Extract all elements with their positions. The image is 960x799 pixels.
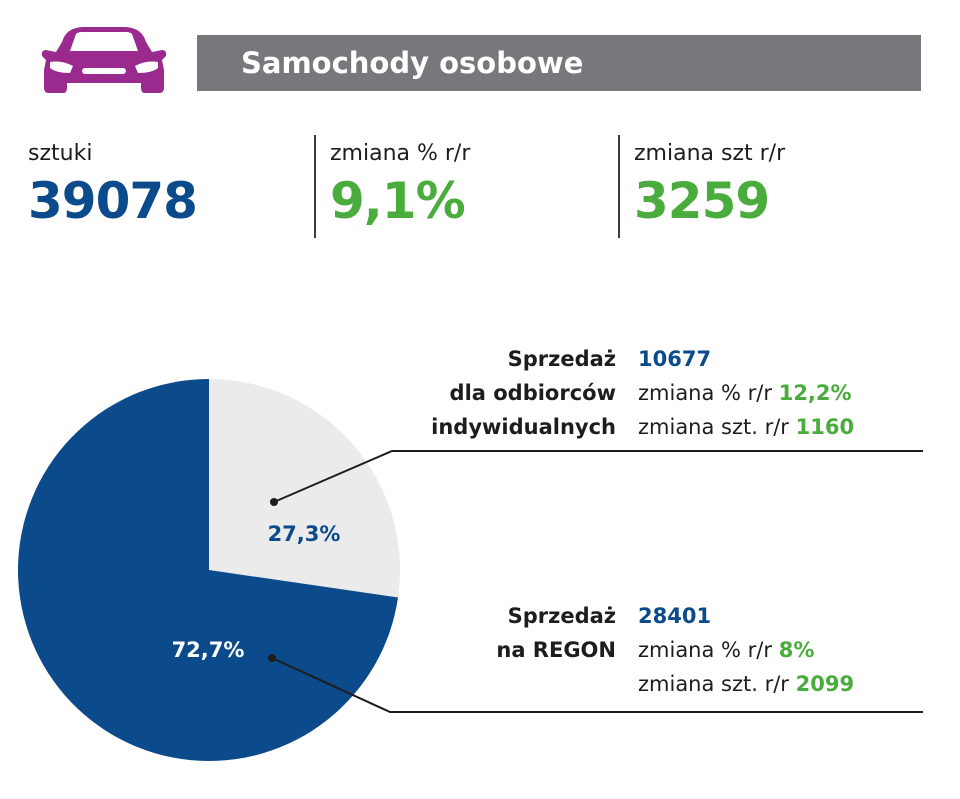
pie-label-regon: 72,7% <box>172 638 245 662</box>
stat-units: sztuki 39078 <box>28 140 198 234</box>
unit-change-label: zmiana szt. r/r <box>638 415 789 439</box>
pie-slice-1 <box>18 379 399 761</box>
pct-change-label: zmiana % r/r <box>638 638 773 662</box>
pie-chart: 27,3% 72,7% <box>18 379 923 761</box>
segment-name-regon: Sprzedaż na REGON <box>496 599 616 667</box>
stat-label: zmiana % r/r <box>330 141 471 166</box>
segment-name-line: Sprzedaż <box>507 604 616 628</box>
segment-value: 28401 <box>638 604 712 628</box>
stat-value: 39078 <box>28 172 198 230</box>
leader-line-individual <box>273 450 923 503</box>
pct-change-value: 8% <box>778 638 815 662</box>
segment-value: 10677 <box>638 347 712 371</box>
pie-label-individual: 27,3% <box>268 522 341 546</box>
leader-dot-regon <box>268 654 276 662</box>
stat-pct-change: zmiana % r/r 9,1% <box>330 140 470 234</box>
stat-unit-change: zmiana szt r/r 3259 <box>634 140 785 234</box>
stat-value: 9,1% <box>330 172 466 230</box>
pct-change-value: 12,2% <box>778 381 852 405</box>
segment-name-line: indywidualnych <box>431 415 616 439</box>
unit-change-value: 1160 <box>795 415 855 439</box>
car-icon <box>41 27 167 93</box>
stat-divider <box>618 135 620 238</box>
page-title: Samochody osobowe <box>197 35 921 91</box>
segment-stats-individual: 10677 zmiana % r/r 12,2% zmiana szt. r/r… <box>638 342 854 444</box>
pct-change-label: zmiana % r/r <box>638 381 773 405</box>
unit-change-label: zmiana szt. r/r <box>638 672 789 696</box>
leader-line-regon <box>271 657 923 713</box>
unit-change-value: 2099 <box>795 672 855 696</box>
segment-stats-regon: 28401 zmiana % r/r 8% zmiana szt. r/r 20… <box>638 599 854 701</box>
stat-value: 3259 <box>634 172 770 230</box>
segment-name-line: dla odbiorców <box>449 381 616 405</box>
stat-divider <box>314 135 316 238</box>
leader-dot-individual <box>270 498 278 506</box>
stat-label: sztuki <box>28 141 93 166</box>
segment-name-individual: Sprzedaż dla odbiorców indywidualnych <box>431 342 616 444</box>
stat-label: zmiana szt r/r <box>634 141 786 166</box>
segment-name-line: Sprzedaż <box>507 347 616 371</box>
segment-name-line: na REGON <box>496 638 616 662</box>
